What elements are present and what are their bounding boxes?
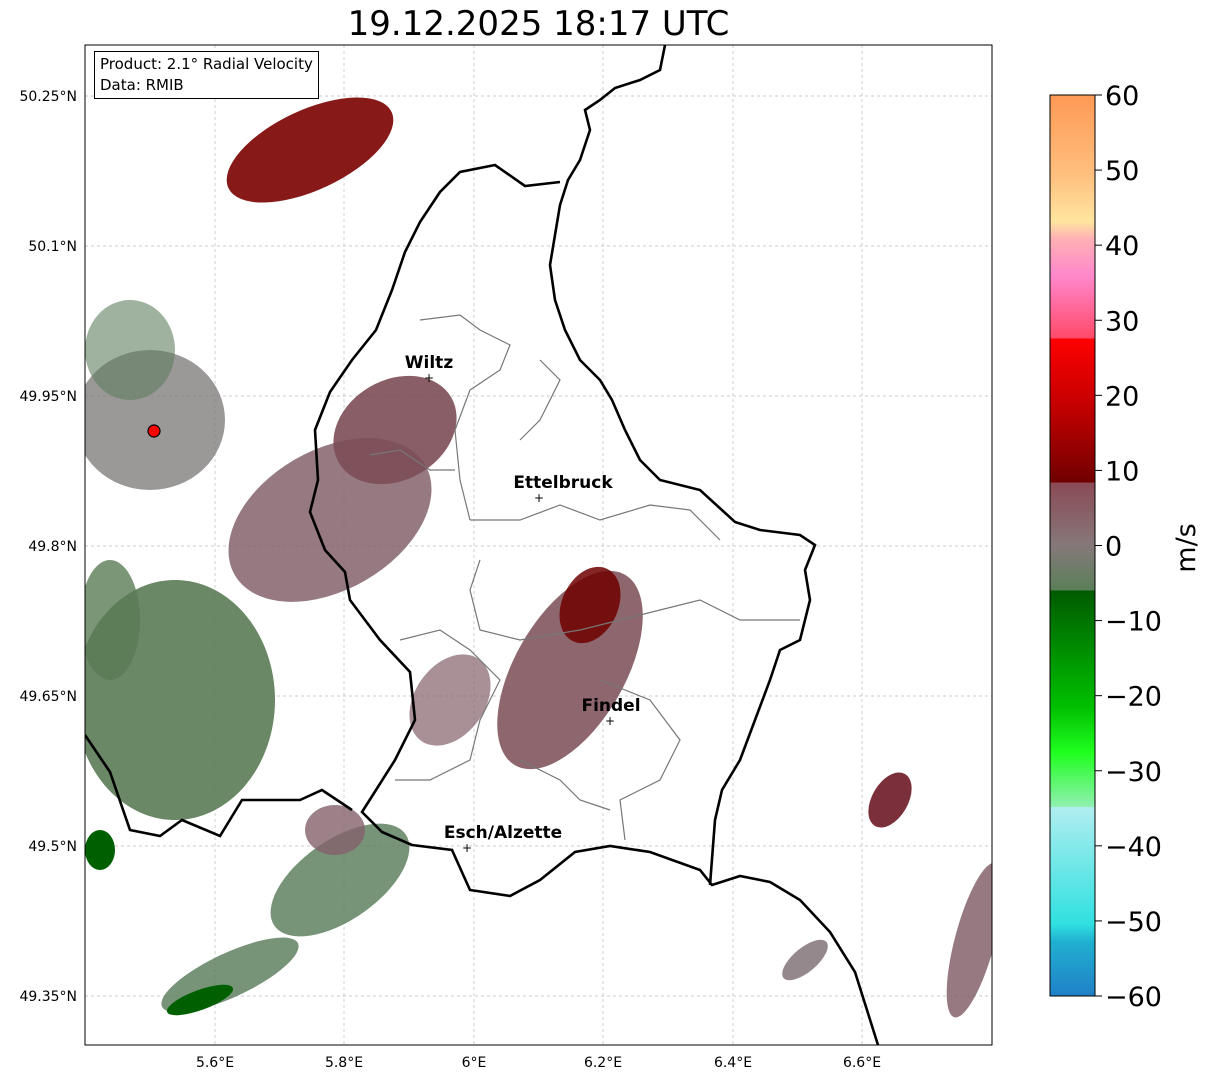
colorbar-tick-label: 60	[1105, 81, 1139, 112]
radar-echoes	[85, 97, 992, 1018]
colorbar-gradient	[1049, 94, 1096, 997]
x-tick-label: 6.4°E	[714, 1055, 752, 1071]
x-tick-label: 6.6°E	[843, 1055, 881, 1071]
city-marker-icon: +	[462, 841, 472, 855]
city-label-ettelbruck: Ettelbruck	[513, 473, 613, 493]
x-tick-label: 5.8°E	[325, 1055, 363, 1071]
colorbar-tick-label: 0	[1105, 532, 1122, 563]
data-source-label: Data: RMIB	[100, 76, 184, 94]
y-axis: 50.25°N 50.1°N 49.95°N 49.8°N 49.65°N 49…	[19, 89, 77, 1005]
city-marker-icon: +	[424, 371, 434, 385]
city-marker-icon: +	[534, 491, 544, 505]
city-markers: Wiltz + Ettelbruck + Findel + Esch/Alzet…	[405, 353, 641, 855]
colorbar-tick-label: −30	[1105, 757, 1162, 788]
colorbar-tick-label: −20	[1105, 682, 1162, 713]
radar-site-marker	[147, 424, 161, 438]
grid-lines	[85, 45, 992, 1045]
city-label-esch-alzette: Esch/Alzette	[444, 823, 562, 843]
colorbar-tick-label: 50	[1105, 156, 1139, 187]
y-tick-label: 49.35°N	[19, 989, 77, 1005]
colorbar-tick-label: −10	[1105, 607, 1162, 638]
product-label: Product: 2.1° Radial Velocity	[100, 55, 313, 73]
country-borders	[85, 45, 880, 1045]
colorbar-tick-label: 40	[1105, 231, 1139, 262]
colorbar-tick-label: 30	[1105, 306, 1139, 337]
city-label-wiltz: Wiltz	[405, 353, 454, 373]
x-tick-label: 6.2°E	[584, 1055, 622, 1071]
city-marker-icon: +	[605, 714, 615, 728]
map-frame	[84, 44, 993, 1046]
map-title: 19.12.2025 18:17 UTC	[347, 4, 730, 44]
y-tick-label: 49.95°N	[19, 389, 77, 405]
colorbar-tick-label: 10	[1105, 456, 1139, 487]
colorbar-tick-label: −50	[1105, 907, 1162, 938]
y-tick-label: 49.8°N	[28, 539, 77, 555]
x-tick-label: 6°E	[462, 1055, 487, 1071]
y-tick-label: 49.5°N	[28, 839, 77, 855]
y-tick-label: 50.25°N	[19, 89, 77, 105]
colorbar-tick-label: −60	[1105, 982, 1162, 1013]
city-label-findel: Findel	[581, 696, 640, 716]
y-tick-label: 50.1°N	[28, 239, 77, 255]
colorbar-tick-label: 20	[1105, 381, 1139, 412]
x-axis: 5.6°E 5.8°E 6°E 6.2°E 6.4°E 6.6°E	[196, 1055, 881, 1071]
x-tick-label: 5.6°E	[196, 1055, 234, 1071]
y-tick-label: 49.65°N	[19, 689, 77, 705]
info-box: Product: 2.1° Radial Velocity Data: RMIB	[94, 51, 319, 99]
colorbar-tick-label: −40	[1105, 832, 1162, 863]
colorbar-unit-label: m/s	[1171, 523, 1202, 572]
colorbar: 60 50 40 30 20 10 0 −10 −20 −30 −40 −50 −60 m/s	[1049, 81, 1202, 1013]
canton-boundaries	[369, 314, 800, 841]
